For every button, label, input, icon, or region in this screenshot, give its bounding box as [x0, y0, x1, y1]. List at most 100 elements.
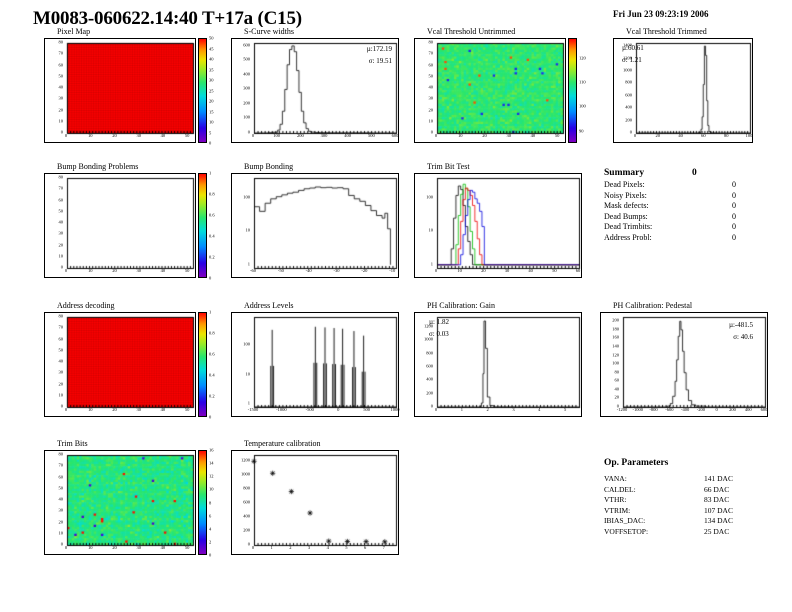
op-parameter-label: VOFFSETOP:: [604, 526, 649, 536]
x-tick-label: 2: [289, 545, 292, 550]
summary-row-label: Noisy Pixels:: [604, 190, 647, 200]
panel-bump-bonding[interactable]: Bump Bonding -60 -50 -40 -30 -20 -10 1 10 100: [231, 162, 399, 278]
summary-block: Summary 0 Dead Pixels: 0 Noisy Pixels: 0…: [604, 168, 784, 243]
x-tick-label: 300: [320, 133, 328, 138]
y-tick-label: 400: [625, 104, 632, 110]
y-tick-label: 10: [428, 118, 434, 124]
x-tick-label: 40: [678, 133, 683, 138]
y-tick-label: 80: [614, 369, 620, 375]
panel-ph-pedestal[interactable]: PH Calibration: Pedestal µ:-481.5 σ: 40.…: [600, 301, 768, 417]
panel-vcal-trimmed[interactable]: Vcal Threshold Trimmed µ:60.61 σ: 1.21 0…: [613, 27, 753, 143]
y-tick-label: 0: [60, 264, 63, 270]
x-tick-label: 20: [481, 268, 486, 273]
y-tick-label: 100: [243, 194, 250, 200]
colorbar-tick-label: 1: [209, 170, 212, 176]
x-tick-label: 0: [64, 268, 68, 273]
colorbar-tick-label: 0: [209, 140, 212, 146]
y-tick-label: 30: [58, 369, 64, 375]
panel-vcal-untrimmed[interactable]: Vcal Threshold Untrimmed 0 10 20 30 40 50 0 10 2…: [414, 27, 566, 143]
panel-address-levels[interactable]: Address Levels -1500 -1000 -500 0 500 1000 1 10…: [231, 301, 400, 417]
panel-title: PH Calibration: Pedestal: [612, 301, 694, 310]
panel-trim-bit-test[interactable]: Trim Bit Test 0 10 20 30 40 50 60 1 10 100: [414, 162, 582, 278]
x-tick-label: 0: [715, 407, 718, 412]
colorbar-canvas: [199, 313, 206, 416]
y-tick-label: 50: [58, 73, 64, 79]
y-tick-label: 30: [58, 230, 64, 236]
x-tick-label: 3: [307, 545, 311, 550]
vcal-trimmed-canvas: [614, 39, 752, 142]
y-tick-label: 0: [60, 541, 63, 547]
y-tick-label: 60: [58, 197, 64, 202]
y-tick-label: 100: [243, 114, 250, 120]
y-tick-label: 0: [629, 129, 632, 135]
plot-frame: [44, 38, 196, 143]
colorbar-tick-label: 90: [579, 128, 584, 134]
y-tick-label: 600: [243, 42, 250, 48]
y-tick-label: 1200: [424, 323, 433, 329]
panel-temperature-calibration[interactable]: Temperature calibration 0 1 2 3 4 5 6 7 0 200 400 6…: [231, 439, 399, 555]
y-tick-label: 50: [58, 208, 64, 214]
x-tick-label: -10: [389, 268, 396, 273]
y-tick-label: 20: [58, 381, 64, 386]
y-tick-label: 0: [247, 541, 250, 547]
colorbar-tick-label: 6: [209, 513, 212, 519]
x-tick-label: -50: [277, 268, 284, 273]
colorbar-tick-label: 2: [209, 539, 212, 545]
y-tick-label: 30: [428, 95, 434, 101]
x-tick-label: 5: [563, 407, 567, 412]
x-tick-label: -1500: [247, 407, 259, 412]
op-parameter-label: IBIAS_DAC:: [604, 516, 646, 525]
y-tick-label: 1: [247, 261, 250, 267]
x-tick-label: 7: [382, 545, 385, 550]
panel-trim-bits[interactable]: Trim Bits 0 10 20 30 40 50 0 10 20 30 40 50 60 70 80: [44, 439, 196, 555]
summary-row-value: 0: [732, 222, 736, 231]
panel-title: Vcal Threshold Trimmed: [625, 27, 708, 36]
x-tick-label: 1: [460, 407, 463, 412]
summary-heading-value: 0: [692, 168, 697, 178]
x-tick-label: 500: [367, 133, 375, 138]
x-tick-label: 20: [482, 133, 487, 138]
op-parameters-block: Op. Parameters VANA: 141 DAC CALDEL: 66 …: [604, 458, 784, 537]
x-tick-label: 30: [506, 133, 511, 138]
summary-heading-label: Summary: [604, 168, 645, 178]
vcal-untrimmed-canvas: [415, 39, 565, 142]
y-tick-label: 40: [58, 496, 64, 502]
x-tick-label: 0: [64, 133, 68, 138]
x-tick-label: 20: [112, 268, 117, 273]
y-tick-label: 400: [426, 376, 433, 382]
x-tick-label: 40: [160, 407, 166, 412]
panel-title: Vcal Threshold Untrimmed: [426, 27, 517, 36]
panel-bump-bonding-problems[interactable]: Bump Bonding Problems 0 10 20 30 40 50 0 10 20 30…: [44, 162, 196, 278]
x-tick-label: 600: [391, 133, 399, 138]
ph-pedestal-mu-label: µ:-481.5: [728, 321, 753, 329]
summary-heading: Summary 0: [604, 168, 784, 178]
colorbar-tick-label: 50: [209, 35, 214, 41]
panel-pixel-map[interactable]: Pixel Map 0 10 20 30 40 50 0 10 20 30 40 50 60 70 80: [44, 27, 196, 143]
colorbar-tick-label: 0.8: [209, 330, 215, 336]
x-tick-label: 30: [136, 133, 141, 138]
y-tick-label: 40: [614, 386, 620, 392]
plot-frame: µ: 1.82 σ: 0.03: [414, 312, 582, 417]
op-parameter-value: 107 DAC: [704, 505, 733, 515]
x-tick-label: 30: [136, 407, 141, 412]
x-tick-label: 1000: [390, 407, 400, 412]
y-tick-label: 0: [247, 129, 250, 135]
panel-scurve-widths[interactable]: S-Curve widths µ:172.19 σ: 19.51 0 100 200…: [231, 27, 399, 143]
y-tick-label: 10: [428, 227, 434, 233]
y-tick-label: 200: [243, 527, 250, 533]
op-parameter-row: IBIAS_DAC: 134 DAC: [604, 516, 784, 527]
summary-row-label: Dead Trimbits:: [604, 222, 653, 231]
panel-address-decoding[interactable]: Address decoding 0 10 20 30 40 50 0 10 20 30 40 50 6…: [44, 301, 196, 417]
y-tick-label: 1200: [623, 55, 632, 61]
x-tick-label: 0: [64, 545, 68, 550]
x-tick-label: 40: [160, 268, 166, 273]
colorbar-tick-label: 0: [209, 552, 212, 558]
x-tick-label: 0: [251, 545, 255, 550]
summary-row-value: 0: [732, 211, 736, 221]
summary-row-label: Dead Bumps:: [604, 211, 648, 221]
x-tick-label: 3: [512, 407, 515, 412]
plot-frame: [44, 173, 196, 278]
x-tick-label: 5: [345, 545, 348, 550]
ph-gain-canvas: [415, 313, 581, 416]
